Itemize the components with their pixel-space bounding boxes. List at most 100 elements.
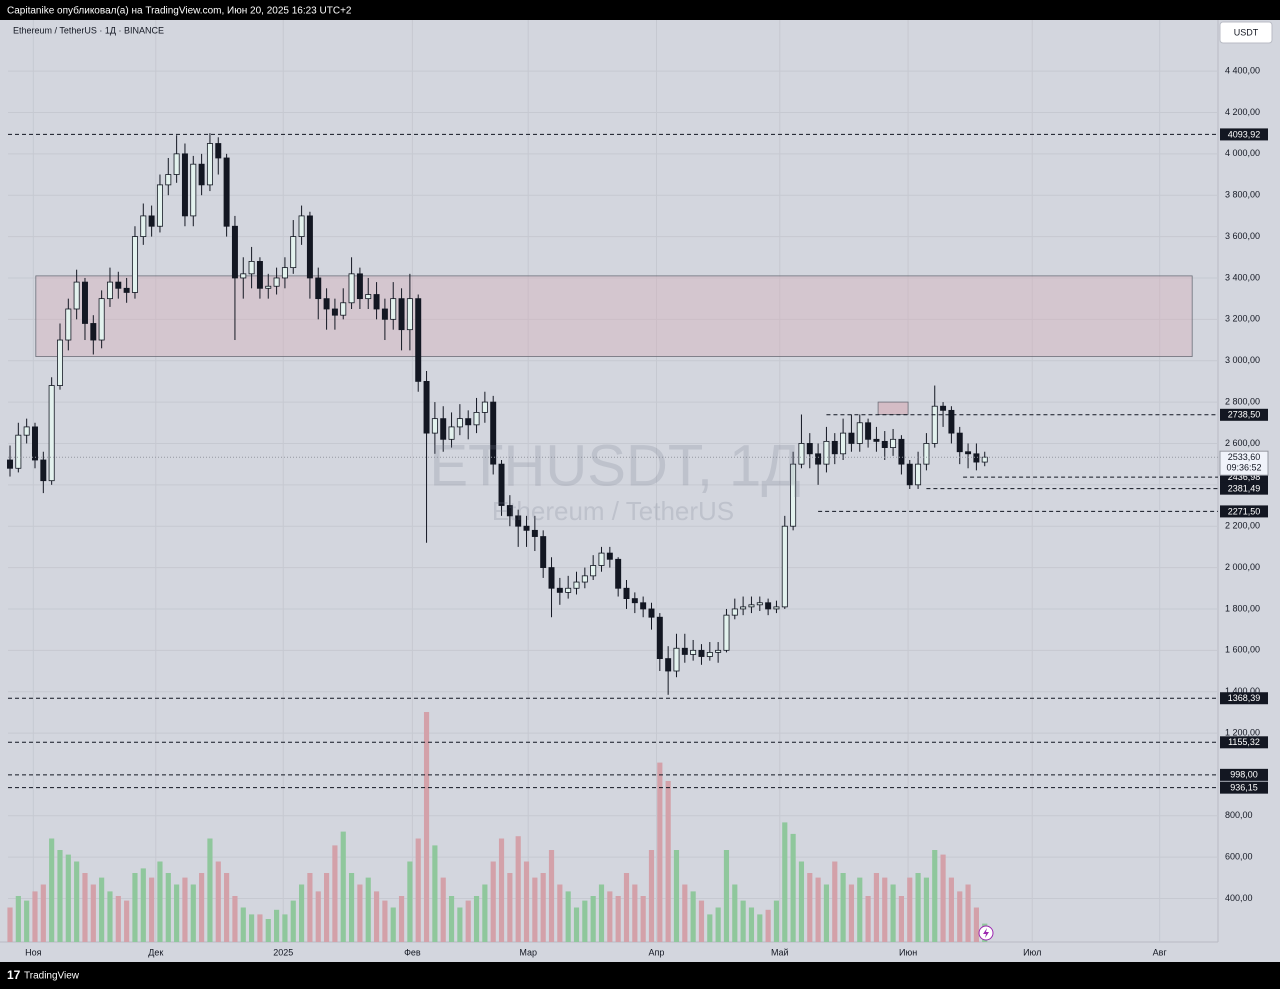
currency-button-label[interactable]: USDT xyxy=(1234,27,1259,37)
candle-body xyxy=(215,143,222,159)
volume-bar xyxy=(532,877,538,942)
volume-bar xyxy=(365,877,371,942)
x-tick-label: Дек xyxy=(148,947,163,957)
volume-bar xyxy=(132,873,138,942)
candle-body xyxy=(281,267,288,279)
volume-bar xyxy=(740,900,746,942)
level-label-bg xyxy=(1220,482,1268,495)
volume-bar xyxy=(290,900,296,942)
y-tick-label: 2 600,00 xyxy=(1225,438,1260,448)
candle-body xyxy=(181,153,188,217)
volume-bar xyxy=(299,884,305,942)
volume-bar xyxy=(932,850,938,942)
volume-bar xyxy=(249,914,255,942)
candle-body xyxy=(831,440,838,455)
y-tick-label: 3 600,00 xyxy=(1225,231,1260,241)
candle-body xyxy=(448,426,455,440)
volume-bar xyxy=(482,884,488,942)
volume-bar xyxy=(548,850,555,942)
candle-body xyxy=(806,443,813,455)
level-label: 1155,32 xyxy=(1228,737,1260,747)
candle-body xyxy=(631,598,638,604)
level-label: 1368,39 xyxy=(1228,693,1261,703)
volume-bar xyxy=(865,896,871,942)
y-tick-label: 3 400,00 xyxy=(1225,272,1260,282)
volume-bar xyxy=(282,914,288,942)
volume-bar xyxy=(648,850,655,942)
candle-body xyxy=(90,323,97,341)
volume-bar xyxy=(598,884,605,942)
volume-bar xyxy=(165,873,171,942)
candle-body xyxy=(906,463,913,486)
candle-body xyxy=(98,298,105,341)
volume-bar xyxy=(182,877,188,942)
zone xyxy=(35,275,1193,357)
candle-body xyxy=(665,658,672,672)
candle-body xyxy=(273,277,280,287)
candle-body xyxy=(531,529,538,537)
volume-bar xyxy=(632,884,638,942)
candle-body xyxy=(756,602,763,606)
candle-body xyxy=(881,440,888,448)
volume-bar xyxy=(640,896,646,942)
candle-body xyxy=(57,339,63,386)
volume-bar xyxy=(590,896,596,942)
volume-bar xyxy=(423,712,430,942)
volume-bar xyxy=(773,900,780,942)
level-label-bg xyxy=(1220,692,1268,705)
volume-bar xyxy=(915,873,921,942)
y-tick-label: 1 600,00 xyxy=(1225,645,1260,655)
volume-bar xyxy=(790,833,796,942)
volume-bar xyxy=(882,877,888,942)
volume-bar xyxy=(448,896,455,942)
candle-body xyxy=(48,385,55,482)
candle-body xyxy=(923,443,930,465)
x-tick-label: Май xyxy=(771,947,789,957)
volume-bar xyxy=(823,884,830,942)
volume-bar xyxy=(90,884,96,942)
volume-bar xyxy=(240,907,246,942)
volume-bar xyxy=(174,884,180,942)
candle-body xyxy=(940,405,947,411)
volume-bar xyxy=(390,907,396,942)
candle-body xyxy=(890,438,897,448)
candle-body xyxy=(381,308,388,320)
candle-body xyxy=(598,552,605,566)
volume-bar xyxy=(565,891,571,942)
volume-bar xyxy=(99,877,105,942)
volume-bar xyxy=(332,845,338,942)
candle-body xyxy=(523,525,530,531)
volume-bar xyxy=(323,873,330,942)
countdown-label: 09:36:52 xyxy=(1226,463,1261,473)
currency-button[interactable] xyxy=(1219,21,1273,44)
candle-body xyxy=(690,649,697,655)
candle-body xyxy=(190,163,197,217)
volume-bar xyxy=(840,873,846,942)
candle-body xyxy=(231,225,238,279)
current-price-bg xyxy=(1219,450,1269,476)
x-tick-label: 2025 xyxy=(273,947,293,957)
volume-bar xyxy=(124,900,130,942)
y-tick-label: 2 000,00 xyxy=(1225,562,1260,572)
volume-bar xyxy=(315,891,321,942)
candle-body xyxy=(240,273,247,279)
volume-bar xyxy=(232,896,238,942)
candle-body xyxy=(340,302,347,316)
volume-bar xyxy=(898,896,905,942)
candle-body xyxy=(156,184,163,227)
volume-bar xyxy=(707,914,713,942)
candle-body xyxy=(165,174,172,186)
candle-body xyxy=(948,409,955,434)
y-tick-label: 1 200,00 xyxy=(1225,727,1260,737)
volume-bar xyxy=(582,900,588,942)
volume-bar xyxy=(965,884,971,942)
y-tick-label: 1 400,00 xyxy=(1225,686,1260,696)
volume-bar xyxy=(415,838,421,942)
alert-bolt xyxy=(983,928,989,938)
candle-body xyxy=(623,587,630,600)
candle-body xyxy=(415,298,422,382)
candle-body xyxy=(548,567,555,589)
watermark-subtitle: Ethereum / TetherUS xyxy=(492,496,734,526)
candle-body xyxy=(431,418,438,434)
